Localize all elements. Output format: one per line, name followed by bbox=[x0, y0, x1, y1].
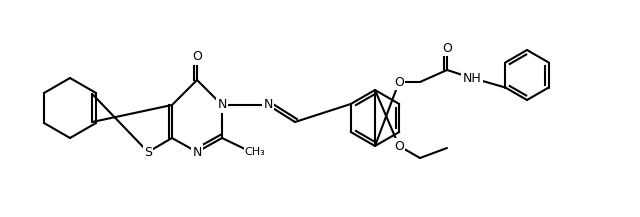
Text: O: O bbox=[394, 76, 404, 89]
Text: S: S bbox=[144, 146, 152, 158]
Text: CH₃: CH₃ bbox=[244, 147, 266, 157]
Text: O: O bbox=[442, 41, 452, 54]
Text: N: N bbox=[192, 146, 202, 158]
Text: O: O bbox=[394, 140, 404, 153]
Text: NH: NH bbox=[463, 71, 481, 84]
Text: N: N bbox=[218, 99, 227, 112]
Text: O: O bbox=[192, 51, 202, 64]
Text: N: N bbox=[263, 99, 273, 112]
